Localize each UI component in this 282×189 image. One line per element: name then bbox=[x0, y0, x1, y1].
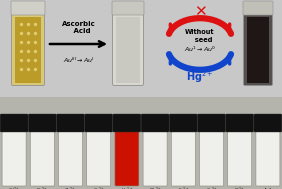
Bar bbox=[173, 128, 193, 184]
Bar bbox=[202, 128, 221, 184]
FancyBboxPatch shape bbox=[0, 114, 28, 132]
FancyBboxPatch shape bbox=[171, 126, 195, 186]
FancyBboxPatch shape bbox=[85, 114, 113, 132]
Bar bbox=[116, 17, 140, 83]
Bar bbox=[89, 128, 109, 184]
FancyBboxPatch shape bbox=[199, 126, 224, 186]
FancyBboxPatch shape bbox=[113, 114, 141, 132]
Text: ✕: ✕ bbox=[194, 4, 206, 19]
Text: Zn$^{2+}$: Zn$^{2+}$ bbox=[65, 186, 76, 189]
Bar bbox=[247, 17, 269, 83]
FancyBboxPatch shape bbox=[58, 126, 83, 186]
Bar bbox=[145, 128, 165, 184]
Text: Cd$^{2+}$: Cd$^{2+}$ bbox=[8, 186, 20, 189]
FancyBboxPatch shape bbox=[143, 126, 167, 186]
FancyBboxPatch shape bbox=[243, 2, 272, 85]
Text: Au$^{1}$$\rightarrow$Au$^{0}$: Au$^{1}$$\rightarrow$Au$^{0}$ bbox=[184, 44, 216, 54]
FancyBboxPatch shape bbox=[2, 126, 26, 186]
Bar bbox=[230, 128, 250, 184]
FancyBboxPatch shape bbox=[30, 126, 54, 186]
Bar bbox=[61, 128, 80, 184]
Text: Fe$^{3+}$: Fe$^{3+}$ bbox=[178, 186, 189, 189]
FancyBboxPatch shape bbox=[113, 2, 144, 85]
FancyBboxPatch shape bbox=[228, 126, 252, 186]
Text: Cu$^{2+}$: Cu$^{2+}$ bbox=[93, 186, 105, 189]
FancyBboxPatch shape bbox=[12, 2, 45, 85]
Text: Without
   seed: Without seed bbox=[185, 29, 215, 43]
Bar bbox=[32, 128, 52, 184]
Text: Ag$^{+}$: Ag$^{+}$ bbox=[263, 186, 273, 189]
FancyBboxPatch shape bbox=[28, 114, 56, 132]
Text: Hg$^{2+}$: Hg$^{2+}$ bbox=[121, 186, 133, 189]
Text: Au$^{III}$$\rightarrow$Au$^{I}$: Au$^{III}$$\rightarrow$Au$^{I}$ bbox=[63, 56, 94, 65]
FancyBboxPatch shape bbox=[56, 114, 85, 132]
Text: Pb$^{2+}$: Pb$^{2+}$ bbox=[36, 186, 48, 189]
Text: Hg$^{2+}$: Hg$^{2+}$ bbox=[186, 69, 214, 85]
Text: Co$^{2+}$: Co$^{2+}$ bbox=[206, 186, 217, 189]
Bar bbox=[258, 128, 278, 184]
Text: Mn$^{2+}$: Mn$^{2+}$ bbox=[149, 186, 162, 189]
Text: Ni$^{2+}$: Ni$^{2+}$ bbox=[234, 186, 245, 189]
Bar bbox=[4, 128, 24, 184]
FancyBboxPatch shape bbox=[197, 114, 226, 132]
Bar bbox=[0, 97, 282, 189]
FancyBboxPatch shape bbox=[115, 126, 139, 186]
FancyBboxPatch shape bbox=[11, 1, 45, 15]
FancyBboxPatch shape bbox=[169, 114, 197, 132]
FancyBboxPatch shape bbox=[112, 1, 144, 15]
FancyBboxPatch shape bbox=[87, 126, 111, 186]
FancyBboxPatch shape bbox=[256, 126, 280, 186]
Bar bbox=[117, 128, 137, 184]
FancyBboxPatch shape bbox=[226, 114, 254, 132]
Text: Ascorbic
   Acid: Ascorbic Acid bbox=[62, 21, 95, 34]
FancyBboxPatch shape bbox=[243, 1, 273, 15]
FancyBboxPatch shape bbox=[254, 114, 282, 132]
FancyBboxPatch shape bbox=[141, 114, 169, 132]
Bar bbox=[15, 17, 41, 83]
